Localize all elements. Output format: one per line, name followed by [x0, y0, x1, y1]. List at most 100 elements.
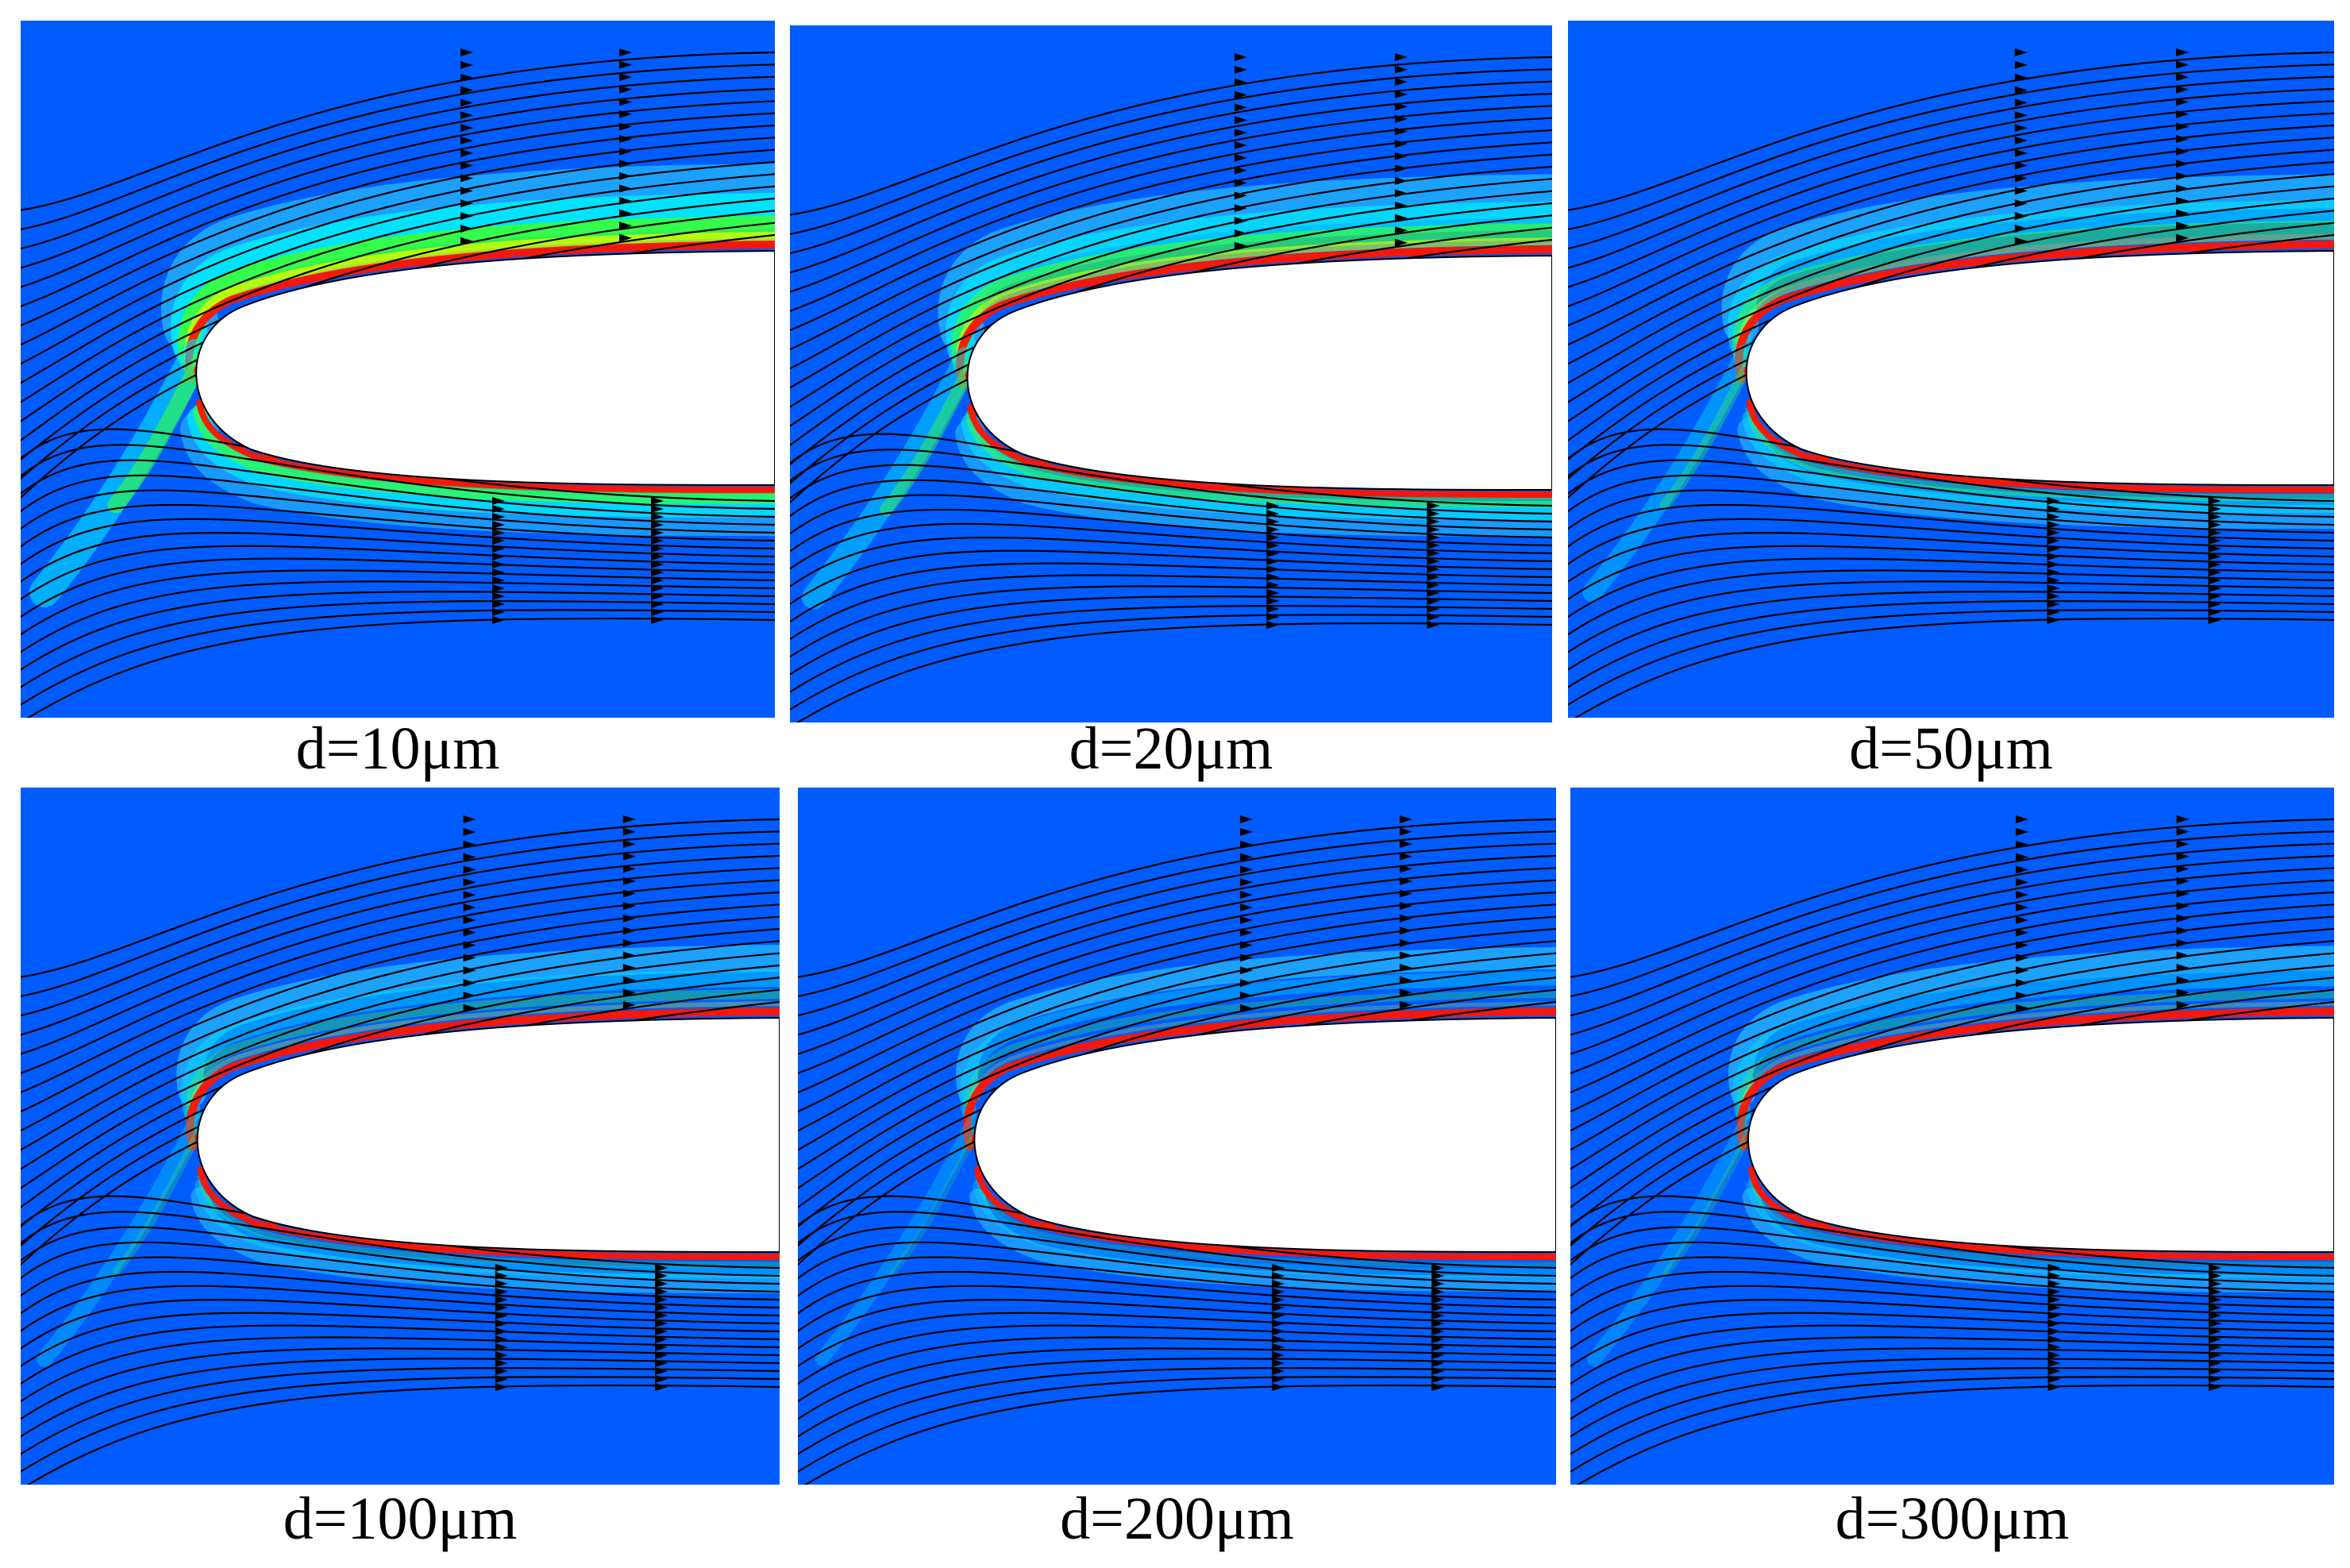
- streamline: [1568, 51, 2334, 211]
- arrowhead: [2209, 1367, 2222, 1375]
- contour-band: [1732, 220, 2334, 369]
- streamline: [21, 1285, 780, 1333]
- streamline: [1570, 903, 2334, 1113]
- streamline: [21, 1270, 780, 1315]
- streamline: [798, 1347, 1556, 1420]
- arrowhead: [1399, 964, 1413, 973]
- streamline: [1568, 124, 2334, 327]
- arrowhead: [2047, 592, 2060, 600]
- streamline: [798, 818, 1556, 978]
- streamline: [798, 1241, 1556, 1293]
- arrowhead: [651, 600, 664, 608]
- arrowhead: [2047, 561, 2060, 568]
- streamline: [21, 51, 775, 211]
- arrowhead: [655, 1264, 668, 1272]
- arrowhead: [1272, 1383, 1285, 1391]
- arrowhead: [2208, 568, 2221, 576]
- arrowhead: [460, 98, 473, 107]
- arrowhead: [1394, 78, 1408, 87]
- streamline: [798, 1324, 1556, 1385]
- contour-plume: [37, 1113, 205, 1367]
- streamline: [21, 137, 775, 346]
- streamline: [798, 940, 1556, 1170]
- arrowhead: [1399, 938, 1413, 947]
- arrowhead: [2015, 941, 2029, 950]
- arrowhead: [492, 561, 505, 568]
- streamline: [21, 818, 780, 978]
- streamline: [1568, 459, 2334, 518]
- arrowhead: [2175, 135, 2190, 144]
- arrowhead: [1234, 217, 1247, 225]
- arrowhead: [2209, 1359, 2222, 1367]
- streamline: [1570, 1347, 2334, 1420]
- arrowhead: [1239, 878, 1253, 887]
- blade-body: [966, 254, 1552, 491]
- arrowhead: [655, 1280, 668, 1288]
- arrowhead: [1399, 889, 1413, 898]
- streamline: [1568, 591, 2334, 671]
- arrowhead: [2015, 954, 2029, 962]
- arrowhead: [1431, 1264, 1445, 1272]
- arrowhead: [619, 171, 632, 180]
- arrowhead: [655, 1304, 668, 1312]
- arrowhead: [651, 521, 664, 529]
- arrowhead: [622, 927, 636, 935]
- arrowhead: [1272, 1343, 1285, 1351]
- arrowhead: [651, 584, 664, 592]
- arrowhead: [495, 1367, 508, 1375]
- contour-band: [186, 1007, 780, 1150]
- arrowhead: [2048, 1296, 2061, 1304]
- arrowhead: [655, 1327, 668, 1335]
- streamline: [1570, 1367, 2334, 1455]
- contour-band: [956, 245, 1552, 388]
- arrowhead: [495, 1375, 508, 1383]
- arrowhead: [1431, 1327, 1445, 1335]
- arrowhead: [1266, 502, 1280, 510]
- arrowhead: [1394, 152, 1408, 160]
- arrowhead: [1427, 557, 1440, 565]
- arrowhead: [1394, 164, 1408, 173]
- contour-band: [1736, 989, 2334, 1134]
- arrowhead: [1234, 166, 1247, 175]
- streamline: [21, 842, 780, 1017]
- arrowhead: [1427, 613, 1440, 621]
- arrowhead: [2015, 840, 2029, 849]
- arrowhead: [1394, 127, 1408, 136]
- arrowhead: [622, 889, 636, 898]
- arrowhead: [2048, 1304, 2061, 1312]
- arrowhead: [651, 576, 664, 584]
- arrowhead: [1394, 140, 1408, 148]
- streamline: [1570, 842, 2334, 1017]
- arrowhead: [619, 73, 632, 82]
- arrowhead: [1234, 204, 1247, 213]
- arrowhead: [1266, 518, 1280, 526]
- blade-body: [973, 1016, 1556, 1253]
- arrowhead: [2209, 1375, 2222, 1383]
- arrowhead: [2176, 815, 2190, 823]
- arrowhead: [2175, 110, 2190, 118]
- streamline: [798, 1367, 1556, 1455]
- arrowhead: [651, 616, 664, 624]
- arrowhead: [619, 48, 632, 56]
- arrowhead: [2015, 827, 2029, 836]
- arrowhead: [2208, 497, 2221, 505]
- streamline: [21, 428, 775, 503]
- streamline: [798, 867, 1556, 1055]
- streamline: [21, 1241, 780, 1293]
- arrowhead: [495, 1335, 508, 1343]
- streamline: [21, 927, 780, 1151]
- arrowhead: [2175, 48, 2190, 56]
- arrowhead: [651, 537, 664, 545]
- arrowhead: [2047, 616, 2060, 624]
- arrowhead: [2047, 537, 2060, 545]
- arrowhead: [2014, 73, 2028, 82]
- arrowhead: [622, 976, 636, 984]
- arrowhead: [2176, 852, 2190, 861]
- arrowhead: [2176, 951, 2190, 960]
- arrowhead: [1234, 116, 1247, 125]
- arrowhead: [1272, 1288, 1285, 1296]
- streamline: [790, 595, 1552, 676]
- streamline: [798, 1270, 1556, 1315]
- streamline: [26, 617, 775, 718]
- streamline: [21, 915, 780, 1132]
